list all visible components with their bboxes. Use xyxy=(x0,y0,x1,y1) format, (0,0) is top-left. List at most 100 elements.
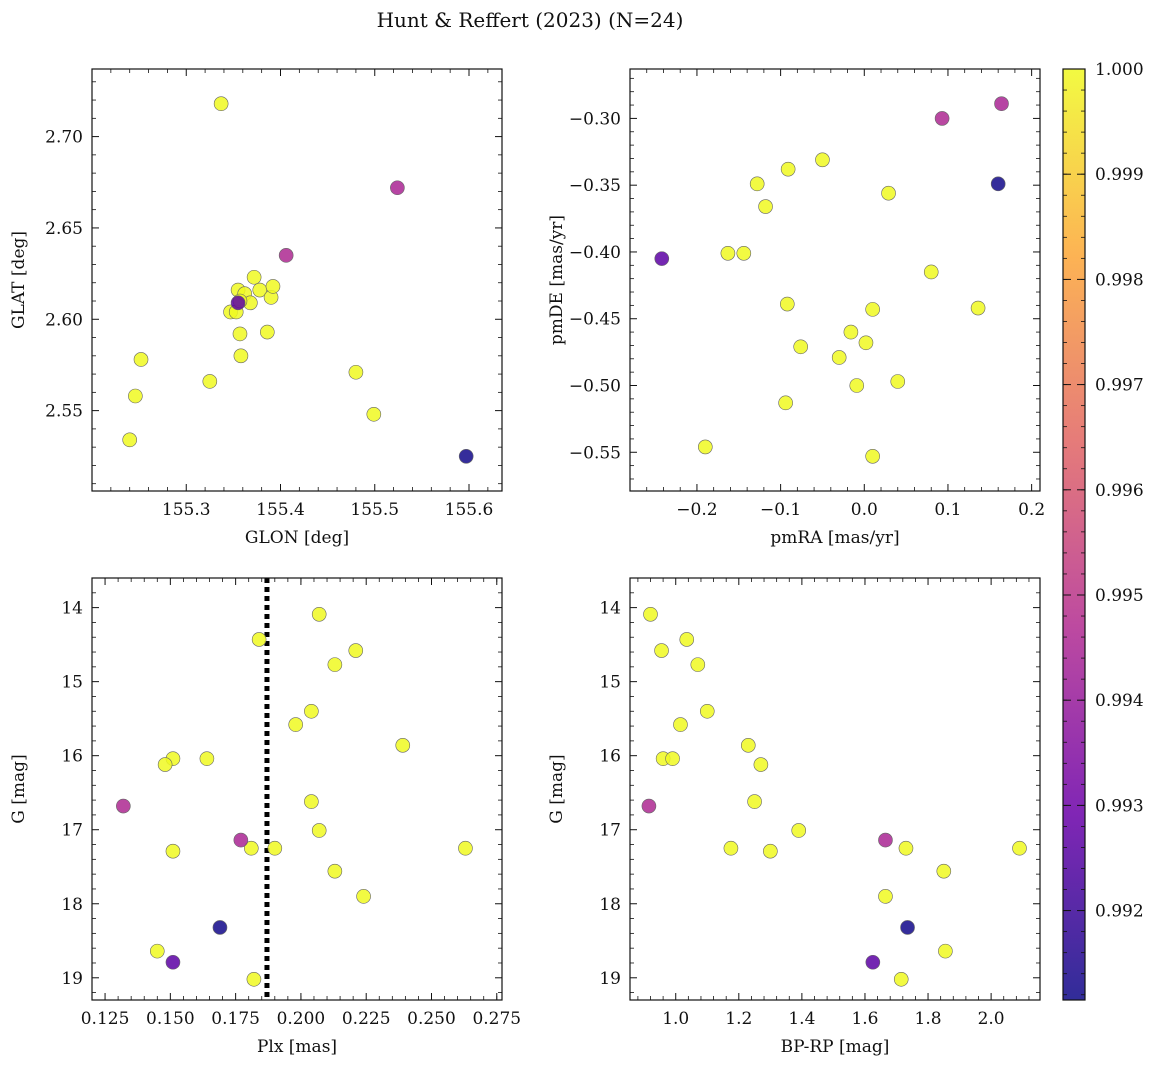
y-tick-label: 17 xyxy=(61,821,83,841)
data-point xyxy=(304,794,319,809)
data-point xyxy=(356,889,371,904)
colorbar-tick-label: 0.992 xyxy=(1095,902,1144,922)
y-tick-label: 15 xyxy=(61,673,83,693)
data-point xyxy=(116,798,131,814)
data-point xyxy=(304,703,319,719)
y-tick-label: 16 xyxy=(61,747,83,767)
y-tick-label: 18 xyxy=(599,895,621,915)
data-point xyxy=(865,954,881,970)
y-tick-label: 2.55 xyxy=(45,402,83,422)
colorbar-gradient xyxy=(1063,69,1085,1000)
plot-area xyxy=(92,69,502,491)
data-point xyxy=(699,703,715,719)
data-point xyxy=(395,738,411,753)
y-tick-label: −0.35 xyxy=(569,176,621,196)
axes-frame xyxy=(91,68,503,492)
axes-frame xyxy=(91,577,503,1001)
data-point xyxy=(348,643,364,658)
y-tick-label: 14 xyxy=(61,599,83,619)
data-point xyxy=(893,971,909,987)
data-point xyxy=(747,794,762,809)
data-point xyxy=(246,269,262,285)
data-point xyxy=(994,96,1009,112)
x-tick-label: −0.1 xyxy=(760,500,801,520)
data-point xyxy=(265,279,281,294)
x-tick-label: 155.4 xyxy=(256,500,305,520)
data-point xyxy=(213,96,229,112)
data-point xyxy=(311,606,327,622)
panel-sky: 155.3 155.4 155.5 155.6 2.55 2.60 2.65 2.70 GLON… xyxy=(9,68,503,548)
data-point xyxy=(288,717,303,732)
data-point xyxy=(233,832,249,848)
data-point xyxy=(815,152,830,168)
data-point xyxy=(740,738,756,753)
data-point xyxy=(278,248,294,263)
colorbar-tick-label: 0.996 xyxy=(1095,481,1144,501)
colorbar-tick-label: 0.993 xyxy=(1095,796,1144,816)
y-tick-label: 2.70 xyxy=(45,128,83,148)
data-point xyxy=(690,657,706,672)
data-point xyxy=(122,432,138,448)
y-tick-label: −0.45 xyxy=(569,310,621,330)
data-point xyxy=(849,378,865,393)
colorbar-tick-label: 0.994 xyxy=(1095,691,1144,711)
y-tick-label: −0.50 xyxy=(569,377,621,397)
y-axis-label: GLAT [deg] xyxy=(9,231,29,329)
colorbar-frame xyxy=(1062,68,1086,1001)
colorbar-tick-label: 0.995 xyxy=(1095,586,1144,606)
data-point xyxy=(831,350,847,365)
colorbar-tick-label: 0.999 xyxy=(1095,165,1144,185)
colorbar-tick-label: 1.000 xyxy=(1095,60,1144,80)
data-point xyxy=(970,300,986,316)
data-point xyxy=(165,843,181,859)
y-tick-label: 14 xyxy=(599,599,621,619)
x-tick-label: 0.225 xyxy=(342,1009,391,1029)
data-point xyxy=(654,643,669,658)
x-tick-label: 1.6 xyxy=(851,1009,878,1029)
y-tick-label: 15 xyxy=(599,673,621,693)
data-point xyxy=(243,840,259,856)
x-axis-label: Plx [mas] xyxy=(257,1037,337,1057)
data-point xyxy=(643,606,658,622)
x-tick-label: 1.4 xyxy=(788,1009,815,1029)
data-point xyxy=(327,657,343,672)
x-tick-label: 0.250 xyxy=(407,1009,456,1029)
axes-frame xyxy=(629,577,1041,1001)
y-tick-label: −0.55 xyxy=(569,443,621,463)
data-point xyxy=(202,374,218,389)
plot-area xyxy=(630,69,1040,491)
plot-area xyxy=(630,578,1040,1000)
y-tick-label: 17 xyxy=(599,821,621,841)
y-tick-label: 16 xyxy=(599,747,621,767)
panel-cmd: 1.0 1.2 1.4 1.6 1.8 2.0 14 15 16 17 18 19 BP-RP [mag… xyxy=(547,577,1041,1057)
y-tick-label: 19 xyxy=(61,969,83,989)
data-point xyxy=(327,863,343,879)
x-tick-label: −0.2 xyxy=(676,500,717,520)
data-point xyxy=(865,448,880,464)
data-point xyxy=(753,757,769,772)
data-point xyxy=(165,954,181,970)
y-axis-label: G [mag] xyxy=(9,754,29,823)
data-point xyxy=(251,632,267,647)
data-point xyxy=(128,388,143,404)
data-point xyxy=(858,335,874,351)
data-point xyxy=(233,348,249,364)
x-tick-label: 155.6 xyxy=(445,500,494,520)
x-tick-label: 0.200 xyxy=(277,1009,326,1029)
y-tick-label: 18 xyxy=(61,895,83,915)
y-axis-label: G [mag] xyxy=(547,754,567,823)
data-point xyxy=(723,840,739,856)
x-tick-label: 0.1 xyxy=(934,500,961,520)
data-point xyxy=(749,176,765,192)
data-point xyxy=(260,324,275,340)
colorbar-tick-label: 0.998 xyxy=(1095,270,1144,290)
x-tick-label: 2.0 xyxy=(978,1009,1005,1029)
y-tick-label: 2.60 xyxy=(45,310,83,330)
y-axis-label: pmDE [mas/yr] xyxy=(547,215,567,345)
data-point xyxy=(458,448,474,464)
colorbar-tick-label: 0.997 xyxy=(1095,376,1144,396)
panel-pm: −0.2 −0.1 0.0 0.1 0.2 −0.55 −0.50 −0.45 −0.40 −0.… xyxy=(547,68,1045,548)
x-axis-label: GLON [deg] xyxy=(245,528,349,548)
x-tick-label: 155.5 xyxy=(350,500,399,520)
plot-area xyxy=(92,578,502,1000)
